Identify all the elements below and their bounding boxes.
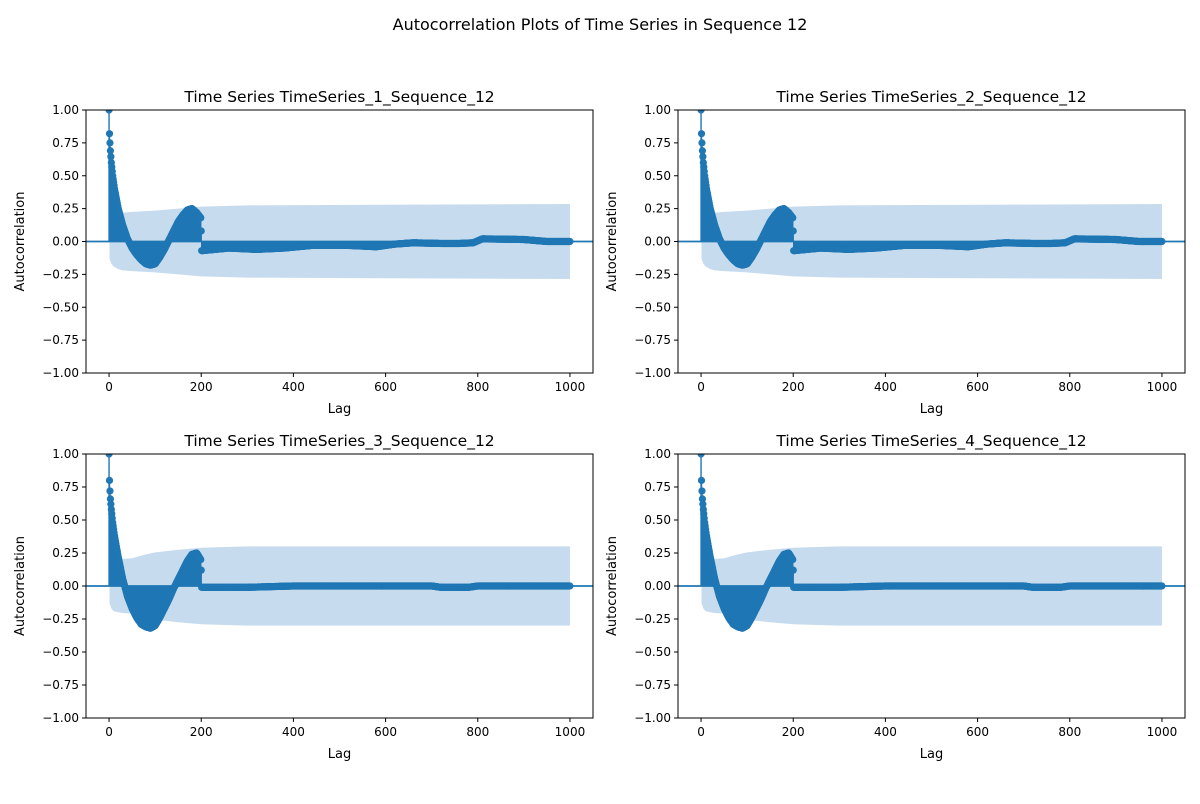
x-tick-label: 200 <box>190 380 213 394</box>
x-tick-label: 400 <box>282 380 305 394</box>
acf-marker <box>566 238 573 245</box>
y-tick-label: −1.00 <box>634 366 671 380</box>
acf-panel-2: 0 200 400 600 800 1000 −1.00 −0.75 −0.50 −0.25 0.0… <box>605 88 1185 417</box>
acf-marker <box>1158 238 1165 245</box>
y-tick-label: 1.00 <box>52 103 79 117</box>
y-tick-label: −0.75 <box>42 333 79 347</box>
acf-marker <box>197 214 204 221</box>
y-axis-label: Autocorrelation <box>13 192 28 292</box>
plot-area <box>678 106 1185 279</box>
acf-marker <box>790 227 797 234</box>
y-tick-label: −0.25 <box>634 267 671 281</box>
y-tick-label: 0.00 <box>644 235 671 249</box>
acf-marker <box>789 214 796 221</box>
y-tick-label: 0.50 <box>52 169 79 183</box>
x-tick-label: 1000 <box>1147 380 1178 394</box>
y-tick-label: 0.75 <box>644 136 671 150</box>
x-axis-label: Lag <box>920 402 943 417</box>
panel-title: Time Series TimeSeries_2_Sequence_12 <box>775 88 1086 107</box>
y-tick-label: −0.75 <box>634 333 671 347</box>
y-tick-label: −1.00 <box>42 366 79 380</box>
y-tick-label: 0.25 <box>644 202 671 216</box>
acf-panel-1: 0 200 400 600 800 1000 −1.00 −0.75 −0.50 −0.25 0.0… <box>13 88 593 417</box>
plot-area <box>86 450 593 631</box>
y-tick-label: −0.50 <box>42 300 79 314</box>
x-axis-label: Lag <box>328 402 351 417</box>
x-tick-label: 800 <box>466 380 489 394</box>
y-axis-label: Autocorrelation <box>605 192 620 292</box>
x-tick-label: 800 <box>1058 380 1081 394</box>
acf-marker <box>106 130 113 137</box>
acf-marker <box>698 130 705 137</box>
plot-area <box>86 106 593 279</box>
x-tick-label: 0 <box>105 380 113 394</box>
y-tick-label: 0.75 <box>52 136 79 150</box>
figure-suptitle: Autocorrelation Plots of Time Series in … <box>393 15 808 34</box>
y-tick-label: −0.50 <box>634 300 671 314</box>
y-tick-label: 0.25 <box>52 202 79 216</box>
y-tick-label: −0.25 <box>42 267 79 281</box>
acf-marker <box>198 227 205 234</box>
y-tick-label: 0.50 <box>644 169 671 183</box>
x-tick-label: 200 <box>782 380 805 394</box>
x-tick-label: 400 <box>874 380 897 394</box>
panel-title: Time Series TimeSeries_1_Sequence_12 <box>183 88 494 107</box>
y-tick-label: 1.00 <box>644 103 671 117</box>
x-tick-label: 600 <box>374 380 397 394</box>
acf-marker <box>106 139 113 146</box>
x-tick-label: 0 <box>697 380 705 394</box>
acf-marker <box>698 139 705 146</box>
x-tick-label: 1000 <box>555 380 586 394</box>
y-tick-label: 0.00 <box>52 235 79 249</box>
x-tick-label: 600 <box>966 380 989 394</box>
